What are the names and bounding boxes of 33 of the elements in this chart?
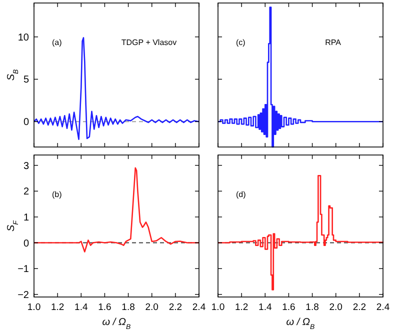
y-tick-label: 0: [23, 238, 30, 250]
annotation: TDGP + Vlasov: [121, 38, 177, 47]
x-tick-label: 1.6: [282, 302, 296, 313]
y-tick-label: 1: [23, 212, 30, 224]
x-tick-label: 1.6: [98, 302, 112, 313]
y-tick-label: −2: [18, 290, 30, 301]
x-tick-label: 1.4: [74, 302, 88, 313]
x-tick-label: 1.4: [258, 302, 272, 313]
y-tick-label: 2: [23, 186, 30, 198]
annotation: (c): [236, 38, 246, 47]
x-tick-label: 1.8: [306, 302, 319, 313]
annotation: (a): [52, 38, 62, 47]
x-tick-label: 2.2: [168, 302, 182, 313]
x-tick-label: 2.0: [329, 302, 342, 313]
y-tick-label: 10: [18, 32, 30, 44]
y-tick-label: 5: [23, 74, 30, 86]
y-tick-label: 3: [23, 160, 30, 172]
x-tick-label: 2.4: [376, 302, 390, 313]
x-tick-label: 2.4: [192, 302, 206, 313]
x-axis-title: ω / Ω$_{B}$: [286, 317, 316, 330]
x-tick-label: 2.2: [352, 302, 366, 313]
annotation: RPA: [325, 38, 342, 47]
x-tick-label: 1.2: [234, 302, 248, 313]
x-tick-label: 1.0: [211, 302, 225, 313]
y-tick-label: 0: [23, 117, 30, 128]
annotation: (b): [52, 190, 62, 199]
y-tick-label: −1: [18, 264, 30, 276]
annotation: (d): [236, 190, 246, 199]
x-tick-label: 2.0: [145, 302, 158, 313]
x-tick-label: 1.8: [122, 302, 135, 313]
x-axis-title: ω / Ω$_{B}$: [102, 317, 132, 330]
x-tick-label: 1.0: [27, 302, 41, 313]
x-tick-label: 1.2: [50, 302, 64, 313]
